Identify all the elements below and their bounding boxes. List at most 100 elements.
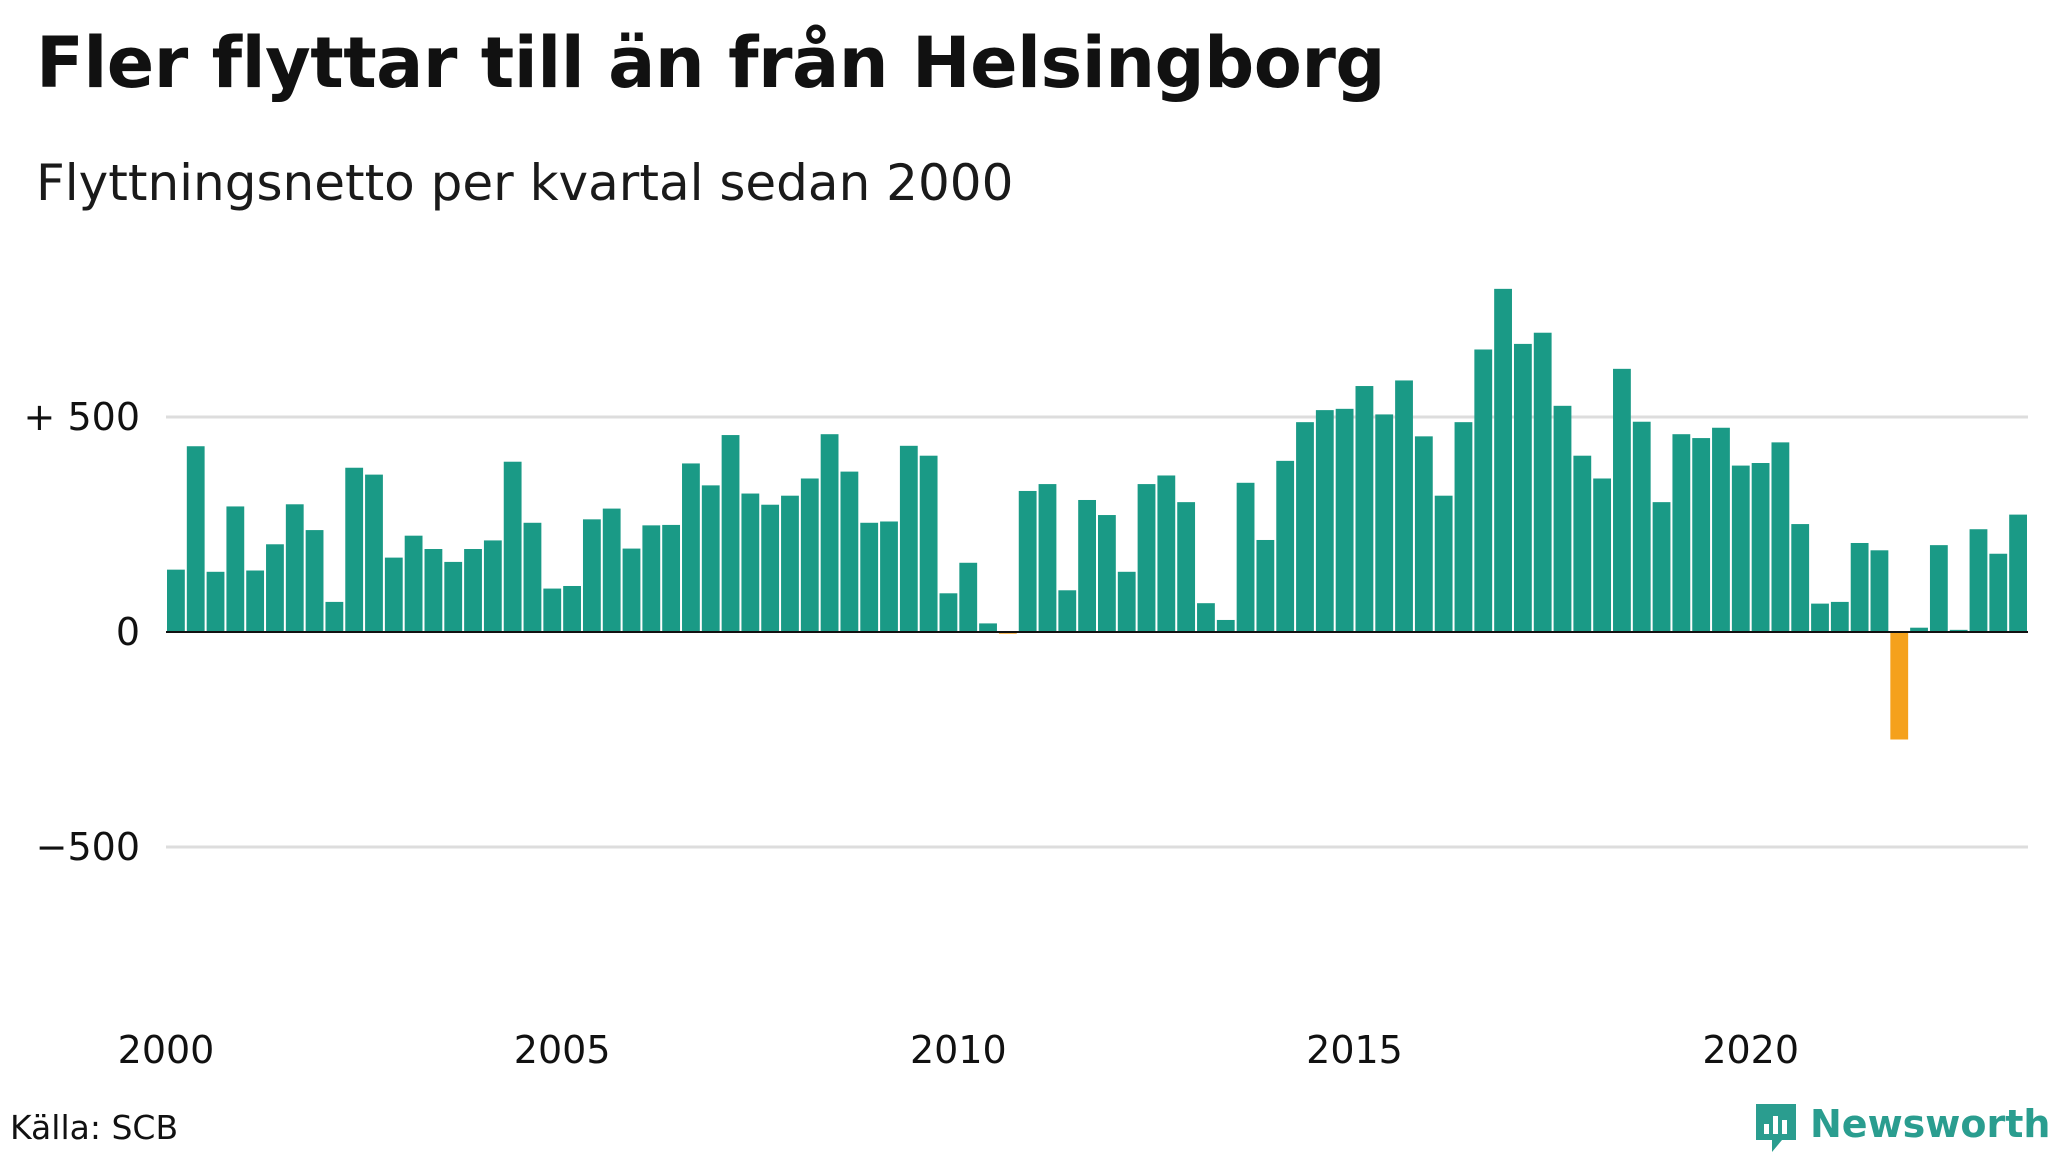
bar: [1315, 410, 1334, 632]
bar: [1593, 478, 1612, 632]
bar: [1335, 408, 1354, 632]
bars: [167, 288, 2027, 740]
bar: [1771, 442, 1790, 632]
bar: [1672, 434, 1691, 632]
bar: [582, 519, 601, 632]
bar: [1751, 463, 1770, 632]
bar: [1137, 484, 1156, 632]
bar: [1098, 515, 1116, 632]
bar: [1969, 529, 1988, 632]
bar: [1613, 368, 1631, 632]
bar: [1216, 619, 1235, 632]
bar: [1553, 405, 1572, 632]
bar: [979, 623, 997, 632]
bar: [1474, 349, 1493, 632]
bar: [1157, 475, 1176, 632]
bar: [1117, 571, 1136, 632]
bar: [1632, 421, 1651, 632]
bar: [622, 548, 641, 632]
x-tick-label: 2010: [910, 1028, 1007, 1072]
bar: [781, 495, 799, 632]
bar: [1949, 629, 1968, 632]
y-tick-label: + 500: [24, 395, 140, 439]
bar: [1256, 539, 1275, 632]
bar: [365, 474, 383, 632]
source-note: Källa: SCB: [10, 1108, 179, 1147]
bar: [1494, 288, 1512, 632]
bar: [1177, 502, 1196, 632]
bar: [1078, 499, 1096, 632]
bar: [1395, 380, 1413, 632]
bar: [662, 524, 681, 632]
bar: [444, 561, 463, 632]
bar: [503, 461, 522, 632]
bar: [642, 525, 661, 632]
bar: [840, 471, 859, 632]
bar: [246, 570, 265, 632]
grid-lines: [166, 415, 2028, 849]
bar: [345, 467, 364, 632]
bar: [543, 588, 562, 632]
y-tick-label: −500: [36, 825, 140, 869]
bar: [167, 569, 185, 632]
bar: [1870, 550, 1889, 632]
bar: [1414, 436, 1433, 632]
bar: [1692, 438, 1711, 632]
bar: [266, 544, 284, 632]
bar: [563, 585, 581, 632]
bar: [1038, 484, 1057, 632]
bar: [464, 549, 482, 632]
chart-subtitle: Flyttningsnetto per kvartal sedan 2000: [36, 154, 1014, 212]
newsworthy-logo-text: Newsworthy: [1810, 1102, 2048, 1146]
bar: [880, 521, 898, 632]
bar: [800, 478, 819, 632]
bar: [325, 601, 344, 632]
bar: [602, 508, 621, 632]
bar: [1454, 422, 1473, 632]
x-tick-label: 2015: [1306, 1028, 1403, 1072]
bar: [1989, 553, 2008, 632]
newsworthy-logo: Newsworthy: [1752, 1100, 2048, 1160]
bar: [1355, 386, 1374, 632]
bar: [899, 445, 918, 632]
x-axis-labels: 2000 2005 2010 2015 2020: [118, 1028, 1799, 1072]
bar: [523, 522, 542, 632]
bar: [186, 446, 205, 632]
bar: [820, 434, 839, 632]
bar: [206, 571, 225, 632]
bar: [1533, 332, 1552, 632]
bar: [959, 562, 978, 632]
bar: [305, 530, 324, 632]
x-tick-label: 2005: [514, 1028, 611, 1072]
bar: [1910, 627, 1928, 632]
bar: [721, 435, 740, 632]
bar: [741, 493, 760, 632]
bar: [424, 549, 443, 632]
bar: [701, 485, 720, 632]
bar: [404, 535, 423, 632]
bar: [1197, 603, 1215, 632]
bar: [1890, 632, 1909, 740]
bar: [1236, 482, 1255, 632]
bar: [1850, 542, 1869, 632]
bar: [1731, 465, 1750, 632]
bar: [1811, 603, 1829, 632]
bar: [1018, 490, 1037, 632]
y-axis-labels: + 500 0 −500: [24, 395, 140, 869]
newsworthy-logo-icon: [1756, 1104, 1796, 1152]
bar: [860, 522, 879, 632]
chart-title: Fler flyttar till än från Helsingborg: [36, 22, 1385, 104]
bar: [761, 504, 780, 632]
bar: [1296, 422, 1314, 632]
bar: [226, 506, 245, 632]
bar: [1434, 495, 1453, 632]
bar: [1652, 502, 1671, 632]
bar: [1276, 460, 1295, 632]
bar: [939, 593, 958, 632]
bar: [384, 557, 403, 632]
bar: [919, 455, 938, 632]
bar: [1929, 545, 1948, 632]
y-tick-label: 0: [116, 610, 140, 654]
bar: [1375, 414, 1394, 632]
